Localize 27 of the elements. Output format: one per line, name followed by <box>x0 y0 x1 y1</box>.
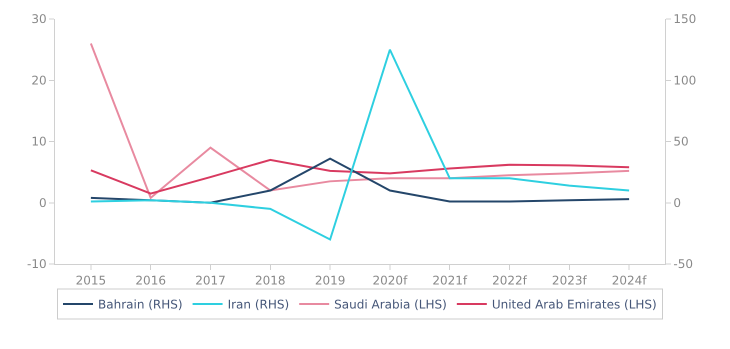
y2-tick-label: 50 <box>673 134 689 149</box>
x-tick-label: 2023f <box>552 273 588 288</box>
x-tick-label: 2020f <box>372 273 408 288</box>
y2-tick-label: 100 <box>673 73 696 88</box>
y-tick-label: 0 <box>38 196 47 210</box>
legend-label: United Arab Emirates (LHS) <box>492 298 657 312</box>
x-tick-label: 2017 <box>195 273 226 288</box>
y2-tick-label: 0 <box>673 196 682 210</box>
y-tick-label: 20 <box>31 73 47 88</box>
y-tick-label: -10 <box>26 257 47 272</box>
x-tick-label: 2015 <box>76 273 106 288</box>
legend-label: Saudi Arabia (LHS) <box>334 298 447 312</box>
x-tick-label: 2021f <box>432 273 468 288</box>
line-series <box>90 48 630 240</box>
x-tick-label: 2016 <box>135 273 166 288</box>
x-tick-label: 2024f <box>612 273 648 288</box>
y2-tick-label: -50 <box>673 257 694 272</box>
y2-tick-label: 150 <box>673 12 696 26</box>
y-tick-label: 10 <box>31 134 47 149</box>
line-series <box>90 42 630 199</box>
x-tick-label: 2019 <box>314 273 346 288</box>
y-tick-label: 30 <box>31 12 47 26</box>
x-tick-label: 2022f <box>492 273 528 288</box>
legend-label: Bahrain (RHS) <box>98 298 183 312</box>
line-series <box>90 158 630 195</box>
x-tick-label: 2018 <box>255 273 286 288</box>
legend-label: Iran (RHS) <box>228 298 290 312</box>
